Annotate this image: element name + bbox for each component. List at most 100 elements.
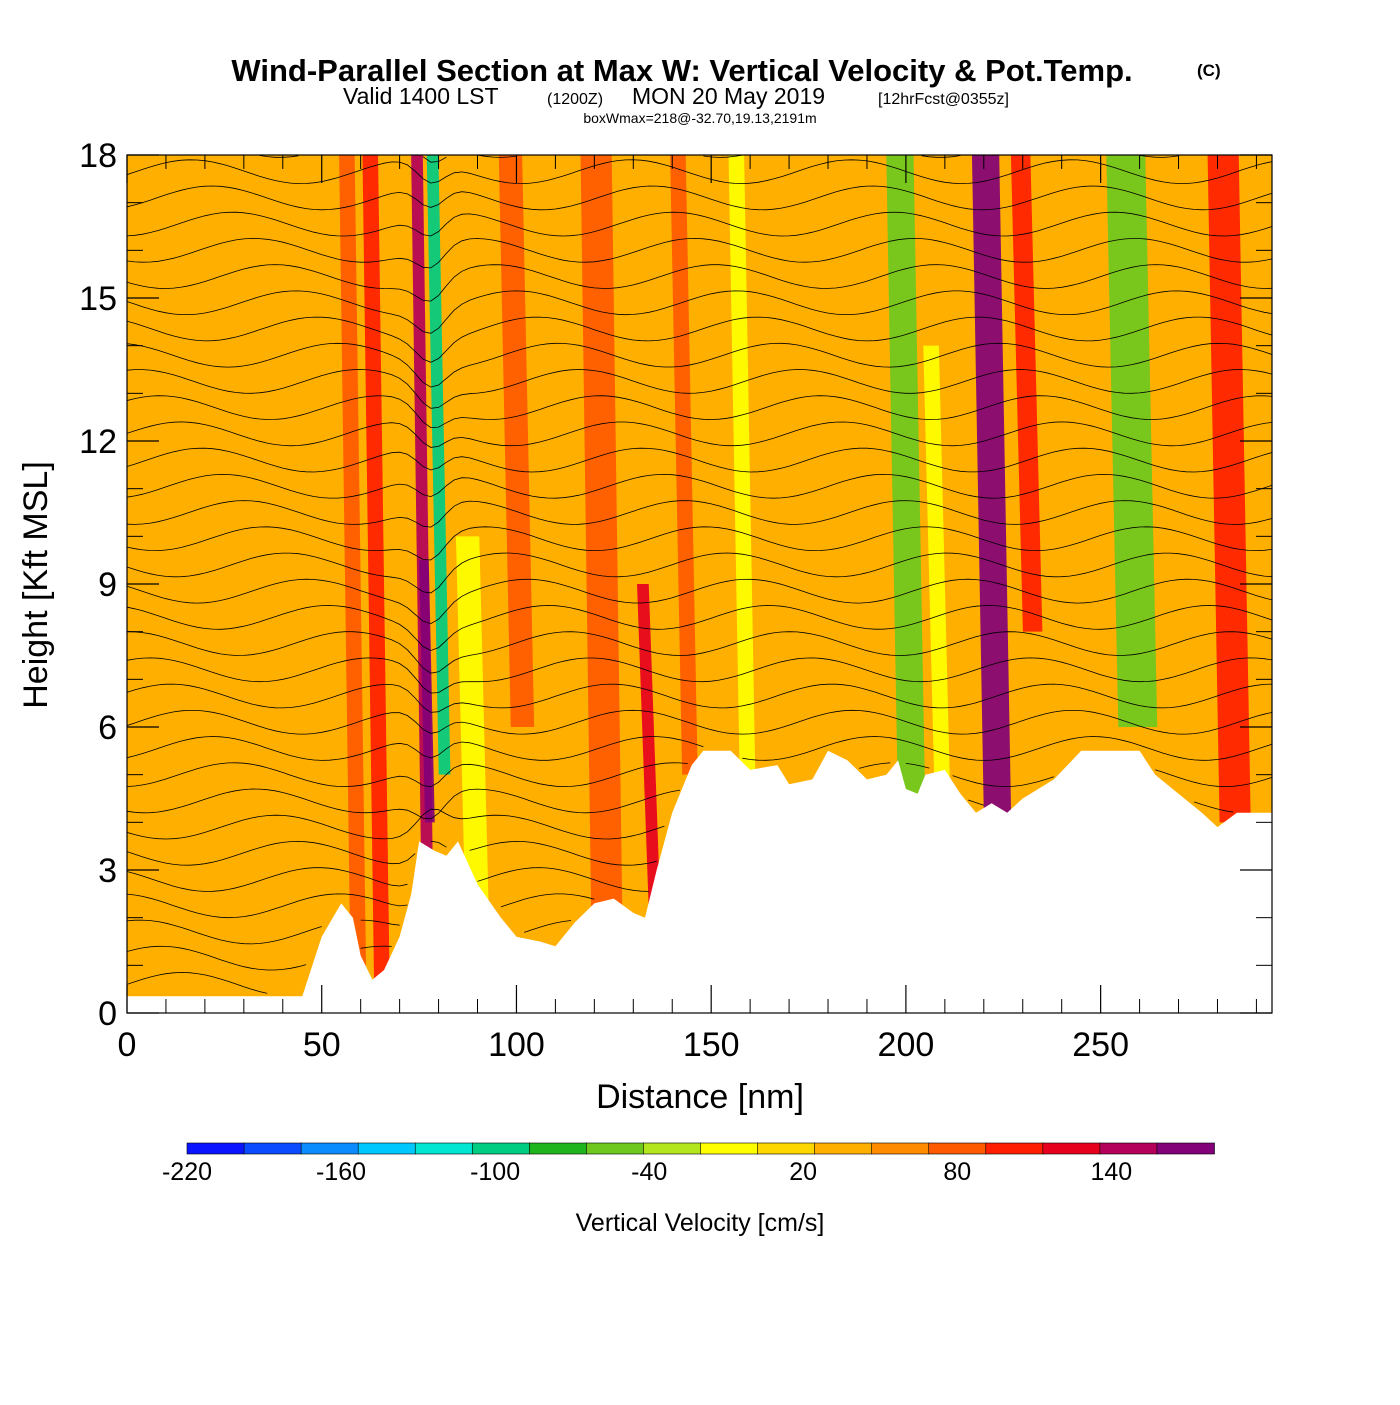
colorbar-swatch [471, 1142, 531, 1155]
theta-contour-304 [127, 945, 392, 971]
theta-contour-310 [127, 867, 649, 892]
w-feature-13 [923, 345, 951, 823]
colorbar-swatch [243, 1142, 302, 1155]
w-feature-11 [728, 155, 757, 823]
w-feature-0 [222, 155, 281, 1013]
theta-contour-344 [127, 421, 1272, 448]
colorbar-swatch [928, 1142, 987, 1155]
w-feature-1 [339, 155, 367, 1013]
colorbar-swatch [871, 1142, 930, 1155]
theta-contour-332 [127, 578, 1272, 625]
colorbar-swatch [1099, 1142, 1158, 1155]
y-tick-label: 18 [79, 137, 117, 175]
chart-title-mark: (C) [1197, 61, 1221, 80]
w-feature-4 [419, 560, 435, 823]
theta-contour-318 [127, 762, 1272, 788]
chart-subtitle-2: boxWmax=218@-32.70,19.13,2191m [583, 110, 816, 126]
theta-contour-346 [127, 395, 1272, 429]
colorbar-swatch [529, 1142, 588, 1155]
theta-contour-350 [127, 342, 1272, 388]
theta-contour-320 [127, 736, 1272, 761]
w-feature-2 [362, 155, 391, 1013]
theta-contour-338 [127, 500, 1272, 528]
colorbar-tick-label: -100 [470, 1158, 520, 1186]
colorbar-tick-label: 140 [1090, 1158, 1132, 1186]
colorbar-tick-label: -40 [631, 1158, 667, 1186]
chart-subtitle-d: [12hrFcst@0355z] [878, 91, 1009, 108]
theta-contour-306 [127, 919, 572, 945]
y-tick-label: 6 [98, 709, 117, 747]
y-tick-label: 15 [79, 280, 117, 318]
chart-title: Wind-Parallel Section at Max W: Vertical… [231, 53, 1132, 88]
theta-contour-354 [127, 290, 1272, 334]
colorbar-tick-label: -160 [316, 1158, 366, 1186]
theta-contour-358 [127, 237, 1272, 269]
w-feature-16 [1106, 155, 1158, 727]
theta-contour-314 [127, 808, 665, 840]
chart-subtitle-a: Valid 1400 LST [343, 83, 499, 109]
theta-contour-330 [127, 605, 1272, 651]
colorbar-swatch [643, 1142, 702, 1155]
theta-contour-360 [127, 211, 1272, 237]
colorbar-swatch [414, 1142, 474, 1155]
w-feature-14 [971, 155, 1012, 823]
colorbar-tick-label: 20 [789, 1158, 817, 1186]
terrain-mask [127, 750, 1272, 1013]
colorbar-swatch [1156, 1142, 1215, 1155]
colorbar-tick-label: 80 [943, 1158, 971, 1186]
theta-contour-348 [127, 369, 1272, 409]
terrain-fill [127, 750, 1272, 1013]
y-tick-label: 12 [79, 423, 117, 461]
y-tick-label: 0 [98, 995, 117, 1033]
plot-area [127, 155, 1272, 1013]
colorbar-swatch [985, 1142, 1044, 1155]
potential-temperature-contours [127, 155, 1272, 994]
w-feature-10 [670, 155, 698, 775]
theta-contour-352 [127, 316, 1272, 363]
y-axis-label: Height [Kft MSL] [17, 461, 55, 709]
theta-contour-334 [127, 552, 1272, 594]
theta-contour-302 [127, 972, 268, 994]
theta-contour-308 [127, 893, 595, 919]
theta-contour-326 [127, 657, 1272, 694]
y-tick-label: 3 [98, 852, 117, 890]
chart-subtitle-b: (1200Z) [547, 91, 603, 108]
colorbar-swatch [814, 1142, 873, 1155]
theta-contour-340 [127, 473, 1272, 499]
colorbar-label: Vertical Velocity [cm/s] [576, 1209, 825, 1237]
colorbar-swatch [586, 1142, 645, 1155]
theta-contour-322 [127, 709, 1272, 735]
y-tick-label: 9 [98, 566, 117, 604]
chart-subtitle-c: MON 20 May 2019 [632, 83, 825, 109]
theta-contour-364 [127, 159, 1272, 185]
x-axis-label: Distance [nm] [596, 1078, 804, 1116]
theta-contour-342 [127, 447, 1272, 473]
colorbar-swatch [757, 1142, 816, 1155]
theta-contour-324 [127, 683, 1272, 713]
w-feature-8 [580, 155, 624, 1013]
x-tick-label: 0 [118, 1026, 137, 1064]
w-feature-15 [1010, 155, 1043, 632]
colorbar-tick-label: -220 [162, 1158, 212, 1186]
theta-contour-336 [127, 526, 1272, 561]
colorbar: -220 -160 -100 -40 20 80 140 [162, 1142, 1215, 1186]
x-tick-label: 100 [488, 1026, 545, 1064]
theta-contour-312 [127, 840, 657, 866]
w-feature-9 [637, 584, 661, 918]
w-feature-5 [426, 155, 451, 775]
x-tick-label: 250 [1072, 1026, 1129, 1064]
theta-contour-356 [127, 264, 1272, 302]
colorbar-swatch [357, 1142, 417, 1155]
axis-ticks: 0 50 100 150 200 250 0 3 6 9 12 15 18 [79, 137, 1272, 1064]
x-tick-label: 50 [303, 1026, 341, 1064]
w-feature-17 [1207, 155, 1251, 823]
theta-contour-362 [127, 185, 1272, 211]
colorbar-swatch [1042, 1142, 1101, 1155]
x-tick-label: 150 [683, 1026, 740, 1064]
x-tick-label: 200 [878, 1026, 935, 1064]
colorbar-swatch [300, 1142, 359, 1155]
w-feature-7 [498, 155, 535, 727]
colorbar-swatch [700, 1142, 759, 1155]
